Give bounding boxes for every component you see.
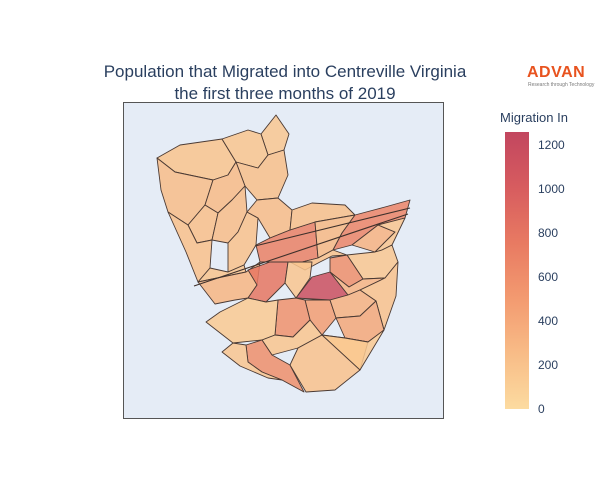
map-region[interactable] [235,149,289,201]
boundary-line [193,213,409,287]
colorbar-title: Migration In [500,110,568,125]
logo-tagline: Research through Technology [528,82,595,88]
colorbar-gradient [505,132,529,409]
advan-logo: ADVAN Research through Technology [527,65,599,91]
colorbar-tick-label: 600 [538,270,559,285]
map-region[interactable] [167,211,213,283]
colorbar-tick-label: 0 [538,402,545,416]
colorbar-tick-label: 400 [538,314,559,329]
boundary-line [254,207,411,247]
chart-title-line-1: Population that Migrated into Centrevill… [103,62,467,81]
map-region[interactable] [205,297,279,344]
map-region[interactable] [247,261,289,303]
colorbar-tick-label: 1000 [538,182,565,197]
map-region[interactable] [221,342,283,381]
chart-title-line-2: the first three months of 2019 [174,84,396,103]
map-region[interactable] [284,261,313,299]
region-layer [156,114,411,393]
choropleth-map[interactable] [123,102,444,419]
colorbar-tick-label: 200 [538,358,559,373]
colorbar-tick-label: 800 [538,226,559,241]
colorbar-tick-label: 1200 [538,138,565,153]
logo-wordmark: ADVAN [527,64,586,81]
map-region[interactable] [261,319,323,356]
map-region[interactable] [321,329,385,371]
